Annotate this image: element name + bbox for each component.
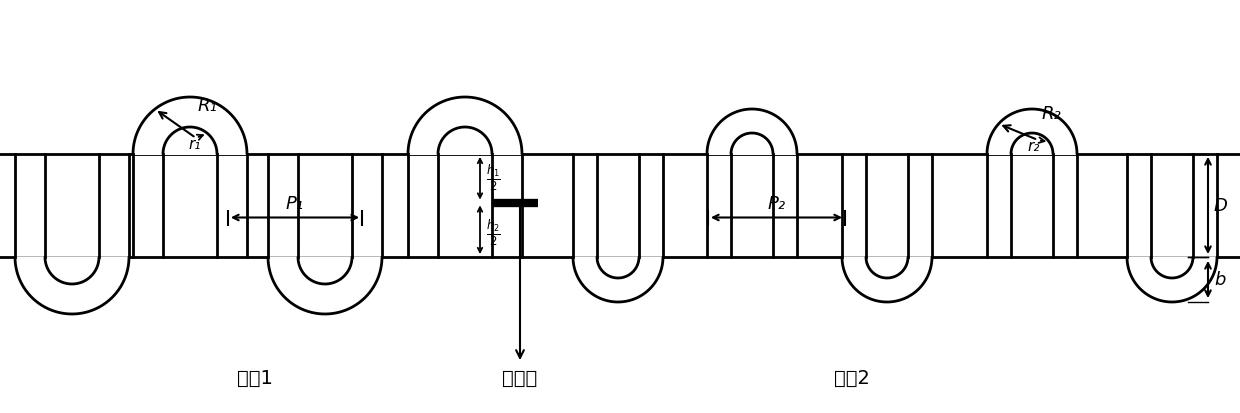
Polygon shape bbox=[707, 110, 797, 154]
Polygon shape bbox=[268, 257, 382, 314]
Text: 连接处: 连接处 bbox=[502, 368, 538, 387]
Polygon shape bbox=[133, 98, 247, 154]
Text: P₂: P₂ bbox=[768, 195, 786, 213]
Polygon shape bbox=[573, 257, 663, 302]
Polygon shape bbox=[842, 257, 932, 302]
Text: b: b bbox=[1214, 271, 1225, 289]
Text: P₁: P₁ bbox=[286, 195, 304, 213]
Polygon shape bbox=[1127, 257, 1216, 302]
Text: $\frac{h_1}{2}$: $\frac{h_1}{2}$ bbox=[486, 161, 501, 192]
Text: r₂: r₂ bbox=[1027, 139, 1039, 154]
Text: 结构2: 结构2 bbox=[835, 368, 870, 387]
Polygon shape bbox=[15, 257, 129, 314]
Text: R₁: R₁ bbox=[198, 97, 218, 115]
Text: R₂: R₂ bbox=[1042, 105, 1061, 123]
Text: D: D bbox=[1214, 197, 1228, 215]
Polygon shape bbox=[987, 110, 1078, 154]
Text: $\frac{h_2}{2}$: $\frac{h_2}{2}$ bbox=[486, 217, 501, 247]
Text: r₁: r₁ bbox=[188, 137, 201, 152]
Polygon shape bbox=[408, 98, 522, 154]
Text: 结构1: 结构1 bbox=[237, 368, 273, 387]
